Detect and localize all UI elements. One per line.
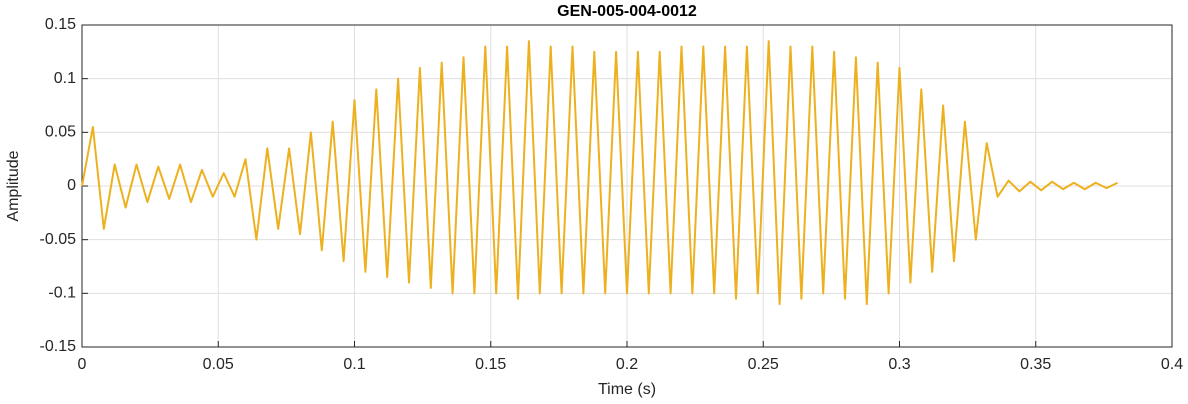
x-tick-label: 0.05 <box>203 356 234 373</box>
waveform-line <box>81 40 1118 306</box>
x-axis-label: Time (s) <box>598 381 656 398</box>
x-tick-label: 0.2 <box>616 356 638 373</box>
y-tick-label: 0.05 <box>45 124 76 141</box>
chart-title: GEN-005-004-0012 <box>557 3 697 20</box>
x-tick-label: 0.3 <box>888 356 910 373</box>
y-axis-label: Amplitude <box>5 150 22 221</box>
y-tick-label: -0.05 <box>40 231 77 248</box>
y-tick-label: -0.15 <box>40 338 77 355</box>
x-tick-label: 0.15 <box>475 356 506 373</box>
x-tick-label: 0.4 <box>1161 356 1183 373</box>
x-tick-label: 0.1 <box>343 356 365 373</box>
y-tick-label: 0.1 <box>54 70 76 87</box>
x-tick-label: 0.25 <box>748 356 779 373</box>
x-tick-label: 0 <box>78 356 87 373</box>
x-tick-label: 0.35 <box>1020 356 1051 373</box>
y-tick-label: 0 <box>67 177 76 194</box>
y-tick-label: 0.15 <box>45 16 76 33</box>
y-tick-label: -0.1 <box>48 285 76 302</box>
